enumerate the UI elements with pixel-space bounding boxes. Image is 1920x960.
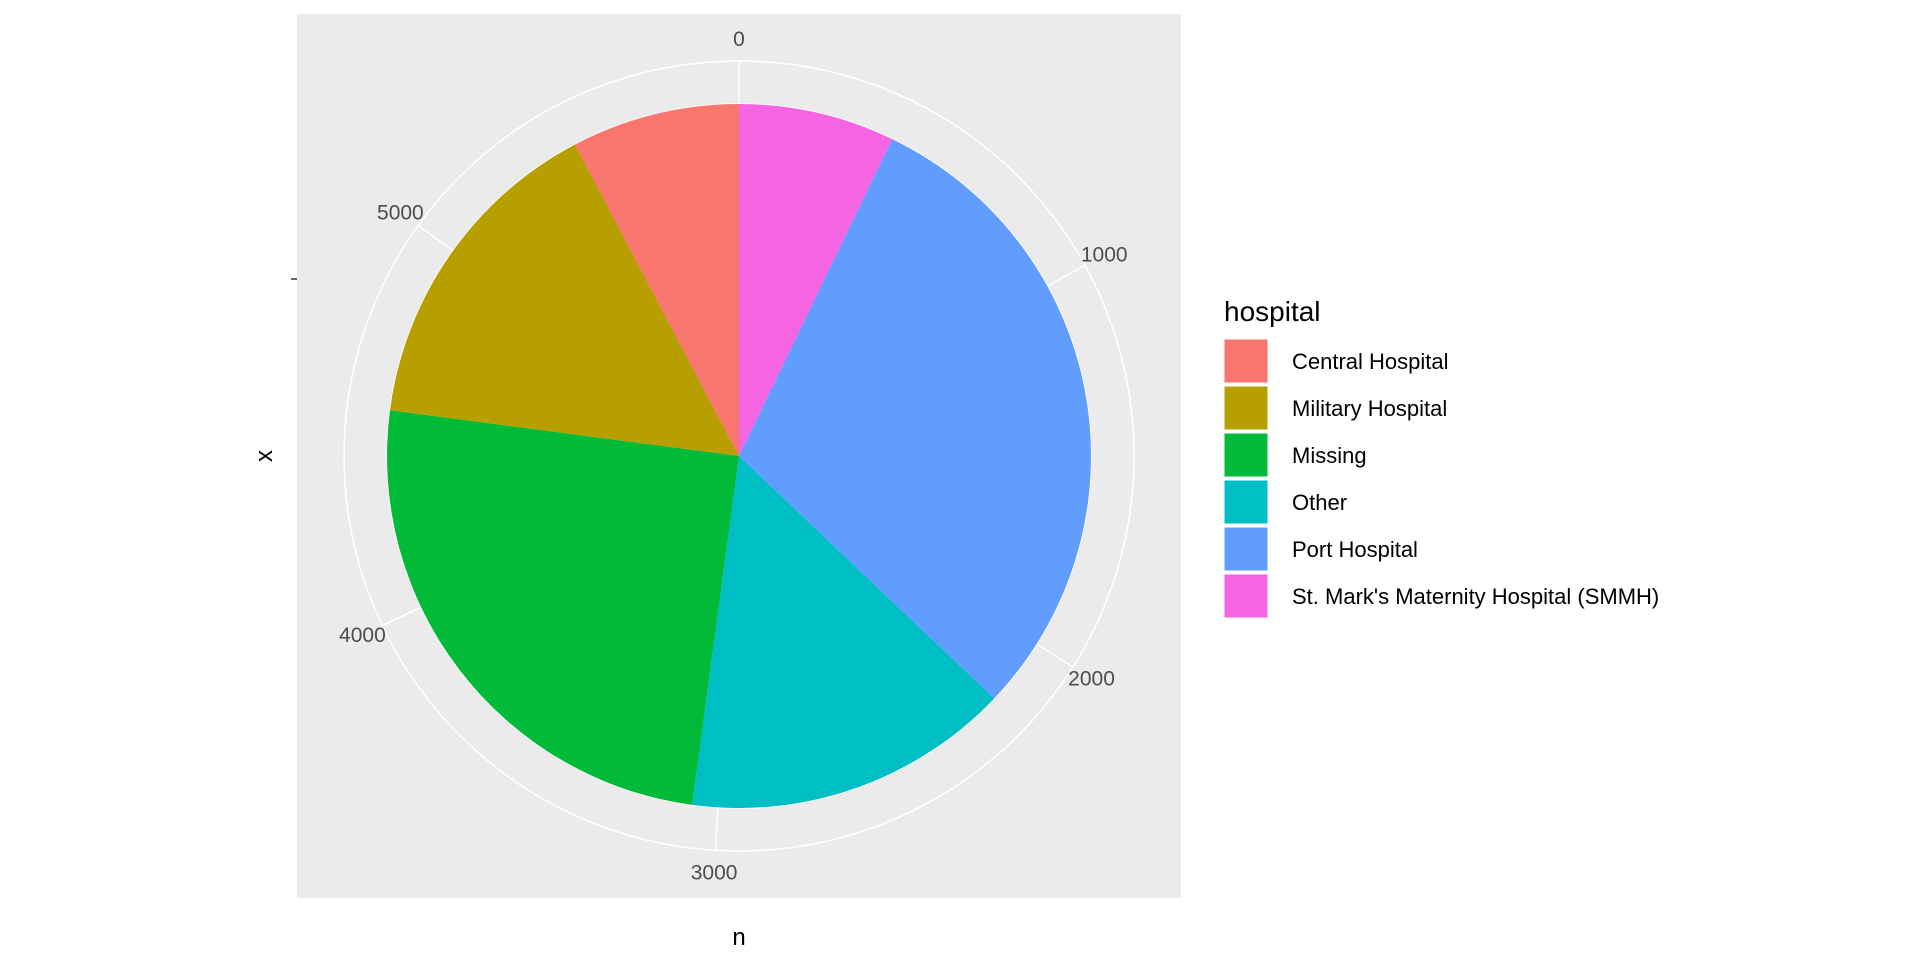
legend-label-other: Other	[1292, 490, 1347, 515]
slice-missing	[386, 410, 739, 805]
legend-label-central-hospital: Central Hospital	[1292, 349, 1449, 374]
tick-label-0: 0	[733, 28, 745, 51]
legend: hospital Central Hospital Military Hospit…	[1223, 296, 1659, 619]
legend-key-port-hospital	[1223, 526, 1269, 572]
legend-key-military-hospital	[1223, 385, 1269, 431]
slice-other	[692, 456, 995, 808]
legend-title: hospital	[1224, 296, 1321, 327]
legend-key-other	[1223, 479, 1269, 525]
legend-key-central-hospital	[1223, 338, 1269, 384]
legend-key-st-mark-s-maternity-hospital-smmh	[1223, 573, 1269, 619]
legend-key-missing	[1223, 432, 1269, 478]
x-axis-title: n	[732, 924, 745, 951]
slice-central-hospital	[575, 104, 739, 456]
tick-label-2000: 2000	[1068, 668, 1115, 691]
slice-military-hospital	[389, 144, 739, 456]
slice-layer	[386, 104, 1092, 808]
y-axis-title: x	[251, 450, 278, 462]
tick-label-5000: 5000	[377, 202, 424, 225]
slice-port-hospital	[739, 139, 1092, 699]
tick-layer: 0 1000 2000 3000 4000 5000	[339, 28, 1128, 884]
legend-label-port-hospital: Port Hospital	[1292, 537, 1418, 562]
legend-label-military-hospital: Military Hospital	[1292, 396, 1447, 421]
tick-label-4000: 4000	[339, 624, 386, 647]
legend-items: Central Hospital Military Hospital Missing…	[1223, 338, 1659, 619]
legend-label-st-mark-s-maternity-hospital-smmh: St. Mark's Maternity Hospital (SMMH)	[1292, 584, 1659, 609]
slice-st-mark-s-maternity-hospital-smmh	[739, 104, 893, 456]
tick-label-1000: 1000	[1081, 244, 1128, 267]
legend-label-missing: Missing	[1292, 443, 1367, 468]
tick-label-3000: 3000	[691, 861, 738, 884]
